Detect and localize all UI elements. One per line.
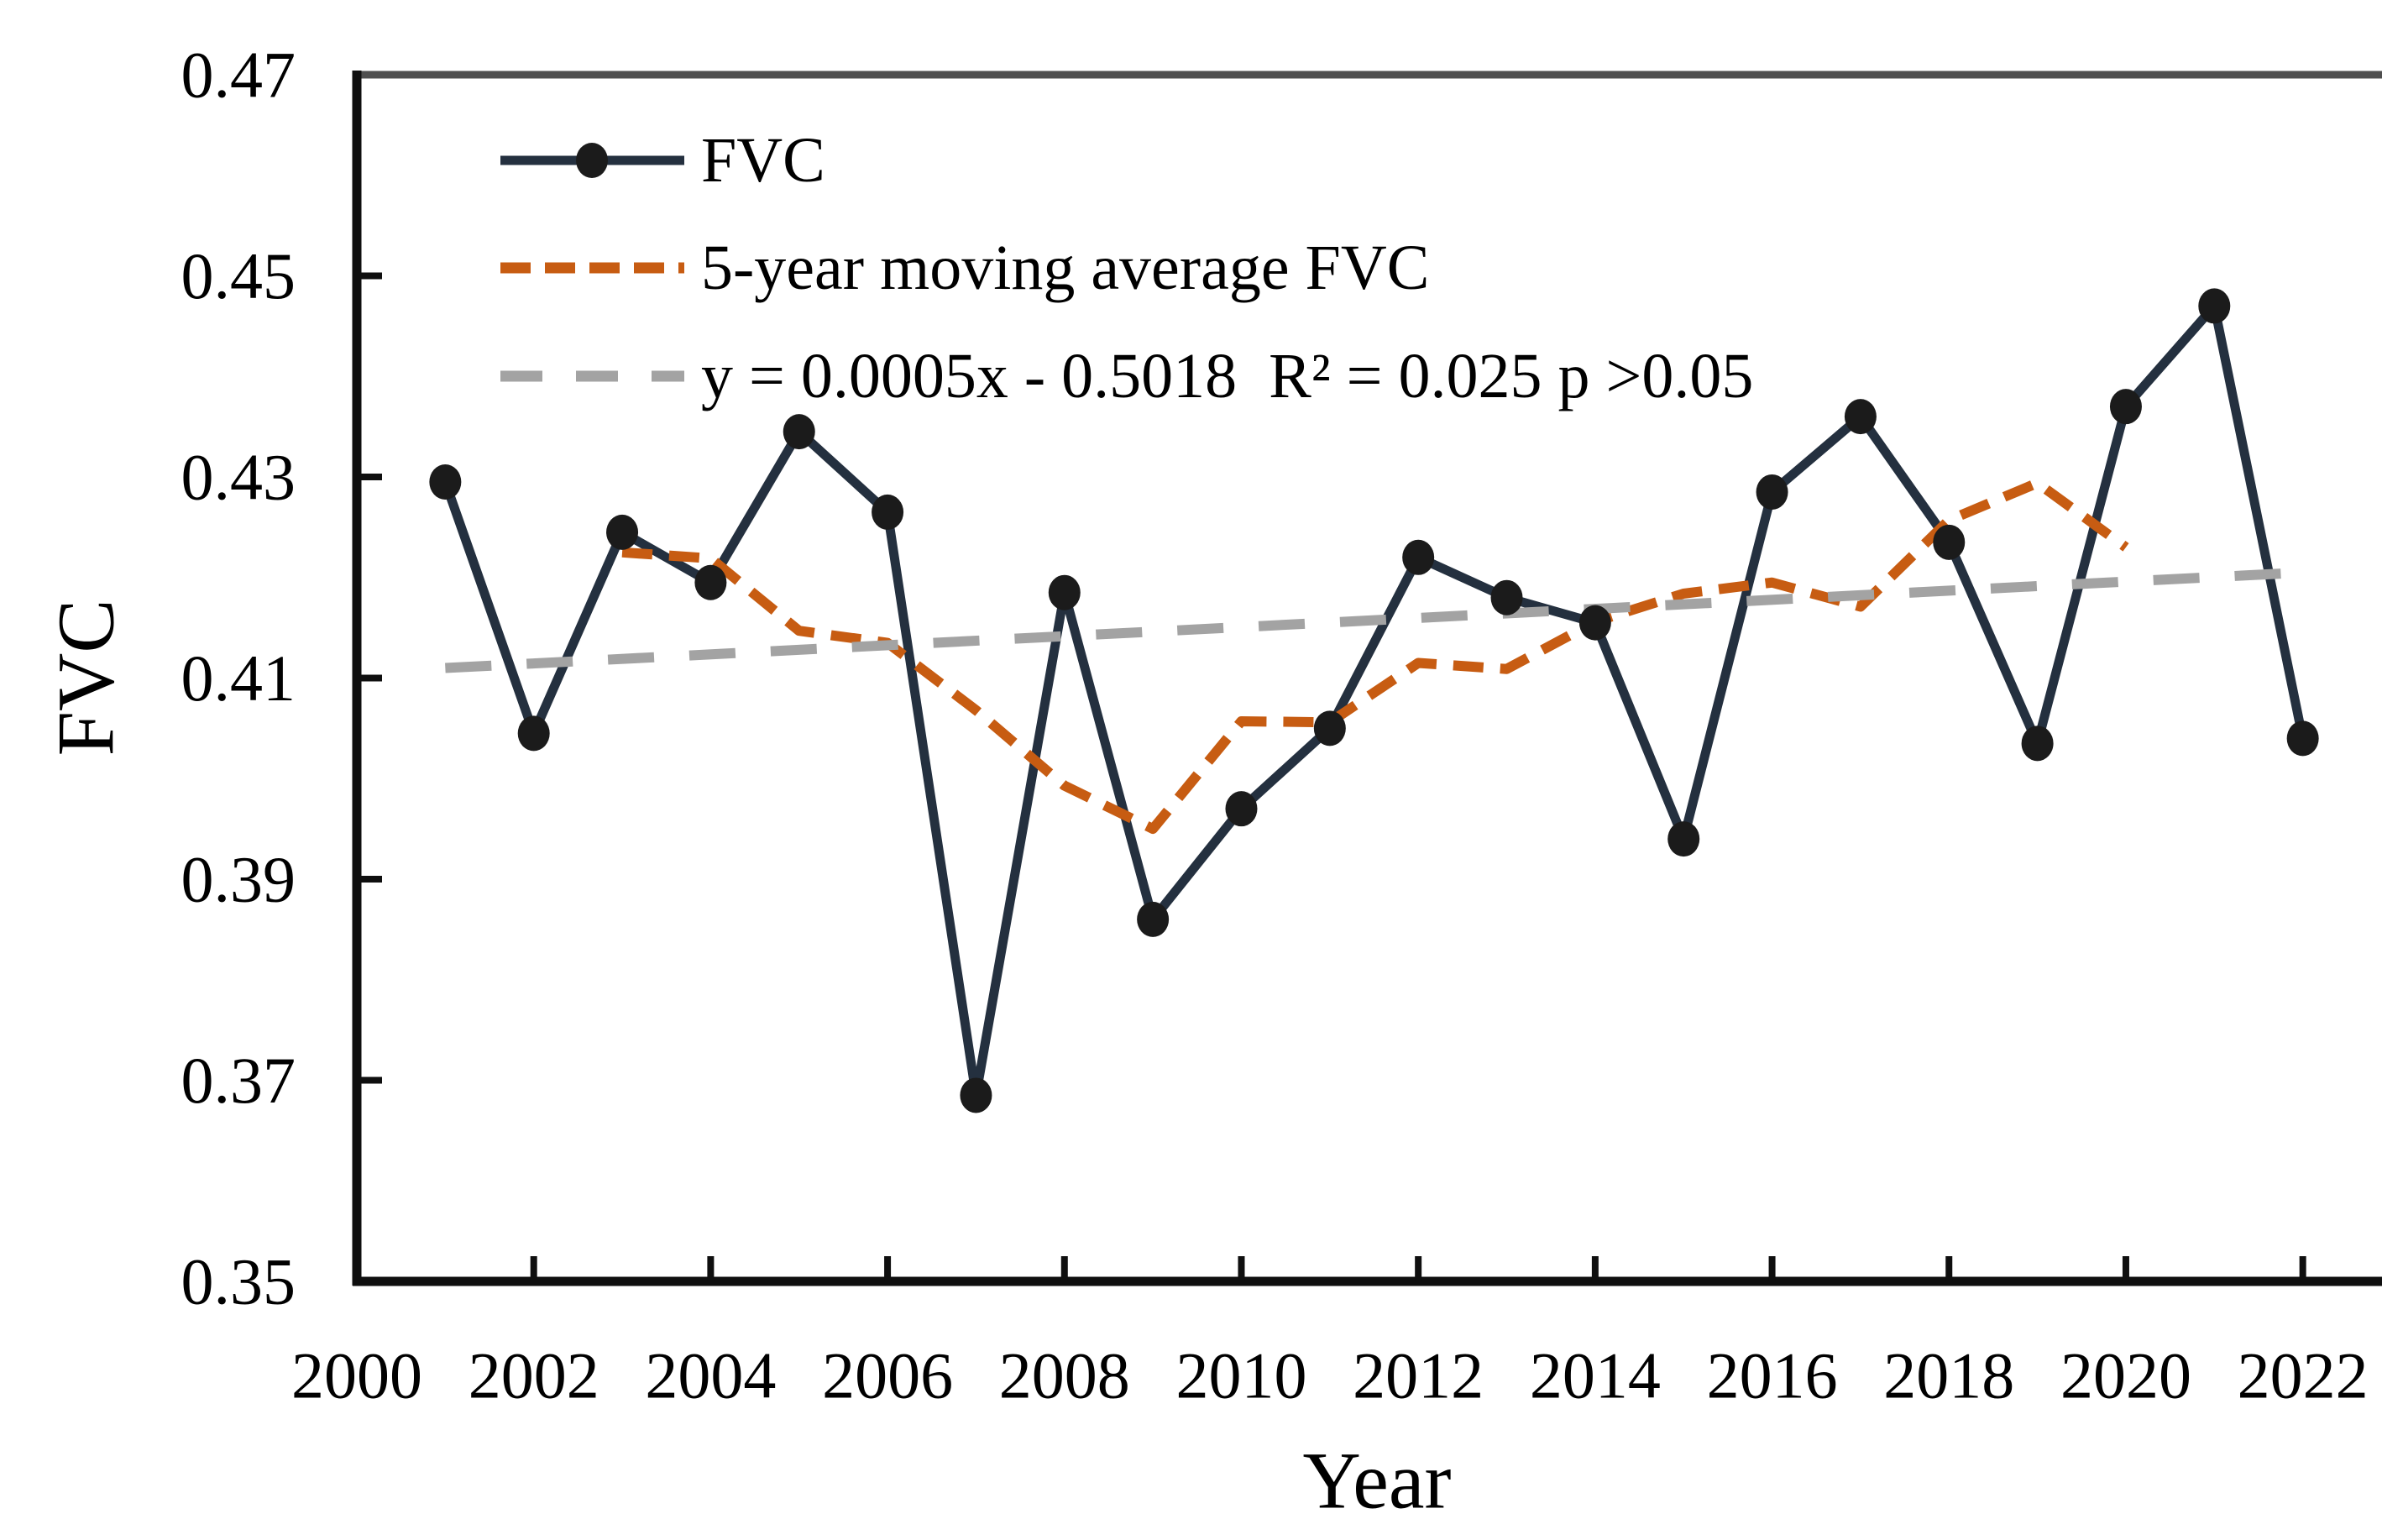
fvc-marker-2010 bbox=[1225, 791, 1258, 827]
fvc-marker-2021 bbox=[2198, 288, 2231, 324]
fvc-interannual-trend-chart: 2000 2002 2004 2006 2008 2010 2012 2014 2016 2018… bbox=[34, 13, 2382, 1527]
fvc-marker-2006 bbox=[872, 494, 904, 530]
fvc-marker-2017 bbox=[1844, 399, 1877, 435]
y-tick-label-0.47: 0.47 bbox=[181, 39, 296, 112]
fvc-marker-2005 bbox=[783, 414, 815, 450]
legend-item-moving-average: 5-year moving average FVC bbox=[500, 233, 1429, 303]
trend-line bbox=[445, 567, 2303, 673]
fvc-marker-2013 bbox=[1490, 579, 1523, 615]
legend-fvc-marker-icon bbox=[576, 143, 608, 178]
fvc-marker-2018 bbox=[1933, 524, 1966, 560]
y-tick-label-0.35: 0.35 bbox=[181, 1245, 296, 1318]
fvc-marker-2015 bbox=[1667, 821, 1700, 857]
legend-item-trend: y = 0.0005x - 0.5018 R² = 0.025 p >0.05 bbox=[500, 341, 1753, 411]
x-tick-label-2018: 2018 bbox=[1883, 1339, 2014, 1412]
x-tick-label-2022: 2022 bbox=[2238, 1339, 2369, 1412]
chart-canvas: 2000 2002 2004 2006 2008 2010 2012 2014 2016 2018… bbox=[41, 39, 2382, 1526]
legend: FVC 5-year moving average FVC y = 0.0005… bbox=[500, 125, 1753, 411]
x-tick-label-2006: 2006 bbox=[822, 1339, 953, 1412]
fvc-marker-2022 bbox=[2286, 720, 2319, 757]
x-tick-label-2010: 2010 bbox=[1175, 1339, 1306, 1412]
fvc-marker-2019 bbox=[2021, 725, 2054, 762]
x-tick-label-2014: 2014 bbox=[1530, 1339, 1661, 1412]
x-tick-label-2004: 2004 bbox=[645, 1339, 776, 1412]
y-tick-label-0.41: 0.41 bbox=[181, 642, 296, 715]
fvc-marker-2009 bbox=[1137, 901, 1170, 937]
x-axis-title: Year bbox=[1303, 1436, 1452, 1526]
fvc-marker-2003 bbox=[606, 514, 639, 550]
fvc-marker-2016 bbox=[1756, 474, 1788, 510]
moving-average-line bbox=[621, 478, 2129, 835]
fvc-marker-2020 bbox=[2109, 389, 2142, 425]
x-tick-label-2012: 2012 bbox=[1353, 1339, 1484, 1412]
fvc-marker-2012 bbox=[1402, 539, 1435, 575]
fvc-marker-2002 bbox=[517, 715, 550, 752]
fvc-marker-2001 bbox=[429, 464, 462, 500]
x-tick-label-2008: 2008 bbox=[999, 1339, 1130, 1412]
fvc-marker-2008 bbox=[1048, 574, 1081, 610]
y-tick-label-0.39: 0.39 bbox=[181, 843, 296, 916]
y-axis-title: FVC bbox=[41, 600, 131, 757]
fvc-marker-2011 bbox=[1313, 710, 1346, 746]
legend-item-fvc: FVC bbox=[500, 125, 825, 196]
x-tick-label-2020: 2020 bbox=[2060, 1339, 2191, 1412]
axis-tick-labels: 2000 2002 2004 2006 2008 2010 2012 2014 2016 2018… bbox=[181, 39, 2369, 1412]
fvc-line bbox=[441, 301, 2308, 1100]
fvc-marker-2014 bbox=[1578, 605, 1611, 641]
legend-fvc-label: FVC bbox=[701, 125, 825, 196]
y-tick-label-0.43: 0.43 bbox=[181, 441, 296, 514]
y-tick-label-0.37: 0.37 bbox=[181, 1044, 296, 1117]
axis-ticks bbox=[357, 272, 2306, 1281]
legend-moving-average-label: 5-year moving average FVC bbox=[701, 233, 1429, 303]
x-tick-label-2016: 2016 bbox=[1707, 1339, 1838, 1412]
x-tick-label-2000: 2000 bbox=[291, 1339, 422, 1412]
fvc-marker-2007 bbox=[960, 1077, 992, 1113]
legend-trend-equation-label: y = 0.0005x - 0.5018 R² = 0.025 p >0.05 bbox=[701, 341, 1753, 411]
data-series bbox=[429, 288, 2319, 1113]
fvc-marker-2004 bbox=[694, 564, 727, 600]
y-tick-label-0.45: 0.45 bbox=[181, 239, 296, 312]
x-tick-label-2002: 2002 bbox=[469, 1339, 599, 1412]
